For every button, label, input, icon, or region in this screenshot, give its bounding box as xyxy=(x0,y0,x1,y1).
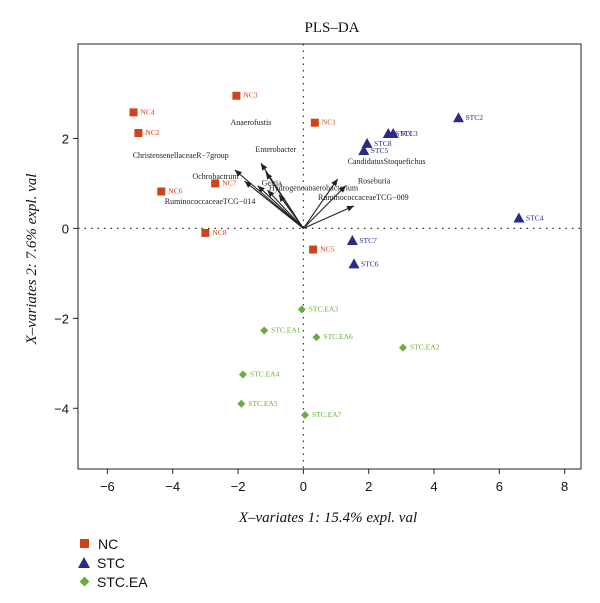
point-label: NC8 xyxy=(212,228,226,237)
sample-points: NC1 NC2 NC3 NC4 NC5 NC6 NC7 NC8 STC1 STC2 STC3 STC4… xyxy=(129,91,544,420)
loading-label: ChristensenellaceaeR−7group xyxy=(133,151,229,160)
plot-frame xyxy=(77,43,582,470)
point-label: STC.EA7 xyxy=(312,410,342,419)
loading-label: RuminococcaceaeTCG−014 xyxy=(165,197,256,206)
legend-label-stc: STC xyxy=(97,554,125,571)
x-axis-label: X–variates 1: 15.4% expl. val xyxy=(238,510,417,526)
loading-arrow xyxy=(302,178,339,229)
point-label: STC.EA1 xyxy=(271,325,301,334)
loading-label: Anaerofustis xyxy=(230,118,271,127)
point-label: STC.EA6 xyxy=(323,332,353,341)
diamond-point xyxy=(312,333,321,342)
loading-arrow xyxy=(303,205,355,229)
square-point xyxy=(309,245,318,254)
point-label: NC1 xyxy=(322,118,336,127)
point-label: STC6 xyxy=(361,259,379,268)
y-tick-label: 2 xyxy=(62,131,69,146)
loading-arrow xyxy=(278,194,304,229)
legend-label-nc: NC xyxy=(98,535,119,552)
triangle-point xyxy=(358,145,370,156)
triangle-icon xyxy=(78,557,90,568)
y-tick-label: −2 xyxy=(54,311,69,326)
square-icon xyxy=(80,539,89,548)
legend-item-stc: STC xyxy=(78,553,148,572)
triangle-point xyxy=(453,112,465,123)
diamond-point xyxy=(301,411,310,420)
triangle-point xyxy=(346,234,358,245)
triangle-point xyxy=(361,137,373,148)
diamond-point xyxy=(398,343,407,352)
square-point xyxy=(310,118,319,127)
x-axis: −6 −4 −2 0 2 4 6 8 xyxy=(100,469,568,494)
x-tick-label: 0 xyxy=(300,479,307,494)
triangle-point xyxy=(513,212,525,223)
loading-label: Roseburia xyxy=(358,177,391,186)
x-tick-label: −6 xyxy=(100,479,115,494)
loading-arrow xyxy=(244,180,304,229)
loading-label: RuminococcaceaeTCG−009 xyxy=(318,193,409,202)
x-tick-label: 6 xyxy=(496,479,503,494)
diamond-point xyxy=(238,370,247,379)
square-point xyxy=(211,179,220,188)
diamond-point xyxy=(297,305,306,314)
loading-label: Hydrogenoanaerobacterium xyxy=(269,184,359,193)
loading-vectors: Anaerofustis Enterobacter Christensenellac… xyxy=(133,118,426,229)
y-tick-label: 0 xyxy=(62,221,69,236)
diamond-point xyxy=(237,399,246,408)
loading-arrow xyxy=(302,185,347,229)
loading-arrow xyxy=(257,185,304,229)
y-axis: −4 −2 0 2 xyxy=(54,131,78,416)
point-label: STC.EA5 xyxy=(248,399,278,408)
legend-label-stc-ea: STC.EA xyxy=(97,573,148,590)
point-label: STC.EA2 xyxy=(410,343,440,352)
legend: NC STC STC.EA xyxy=(78,534,148,591)
x-tick-label: 2 xyxy=(365,479,372,494)
triangle-point xyxy=(387,127,399,138)
point-label: STC2 xyxy=(466,113,484,122)
point-label: STC3 xyxy=(400,129,418,138)
loading-label: Enterobacter xyxy=(255,145,296,154)
square-point xyxy=(129,108,138,117)
point-label: NC2 xyxy=(145,128,159,137)
y-tick-label: −4 xyxy=(54,401,69,416)
diamond-point xyxy=(260,326,269,335)
point-label: STC.EA3 xyxy=(309,304,339,313)
chart-title: PLS–DA xyxy=(304,20,359,36)
point-label: NC7 xyxy=(222,178,236,187)
loading-label: CandidatusStoquefichus xyxy=(348,157,426,166)
point-label: STC7 xyxy=(359,236,377,245)
square-point xyxy=(134,129,143,138)
point-label: NC6 xyxy=(168,187,182,196)
point-label: NC4 xyxy=(141,107,155,116)
square-point xyxy=(201,228,210,237)
y-axis-label: X–variates 2: 7.6% expl. val xyxy=(24,174,40,346)
square-point xyxy=(157,187,166,196)
point-label: STC4 xyxy=(526,213,544,222)
square-point xyxy=(232,91,241,100)
diamond-icon xyxy=(79,576,90,587)
point-label: STC1 xyxy=(395,129,413,138)
point-label: STC.EA4 xyxy=(250,370,280,379)
x-tick-label: 4 xyxy=(430,479,437,494)
x-tick-label: 8 xyxy=(561,479,568,494)
point-label: STC5 xyxy=(371,146,389,155)
point-label: NC5 xyxy=(320,245,334,254)
x-tick-label: −2 xyxy=(231,479,246,494)
legend-item-nc: NC xyxy=(78,534,148,553)
legend-item-stc-ea: STC.EA xyxy=(78,572,148,591)
point-label: NC3 xyxy=(243,91,257,100)
loading-label: Gelria xyxy=(262,179,282,188)
loading-arrow xyxy=(267,189,304,229)
x-tick-label: −4 xyxy=(165,479,180,494)
triangle-point xyxy=(348,258,360,269)
point-label: STC8 xyxy=(374,139,392,148)
loading-label: Ochrobactrum xyxy=(192,172,239,181)
